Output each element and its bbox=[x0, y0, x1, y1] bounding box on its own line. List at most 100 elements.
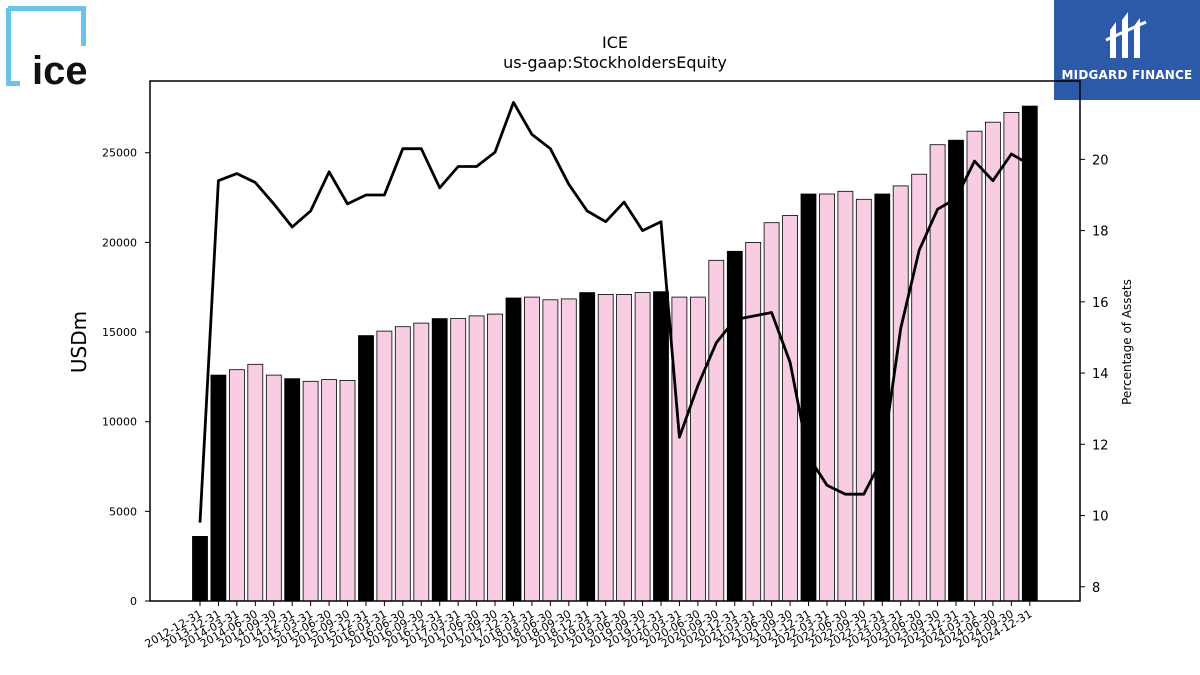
x-tick-label: 2015-12-31 bbox=[309, 607, 371, 650]
bar bbox=[542, 299, 559, 602]
bar bbox=[579, 292, 596, 602]
bar bbox=[855, 198, 872, 602]
x-tick-label: 2014-03-31 bbox=[180, 607, 242, 650]
bar bbox=[985, 121, 1001, 602]
x-tick-label: 2024-12-31 bbox=[972, 607, 1034, 650]
x-tick-label: 2018-12-31 bbox=[530, 607, 592, 650]
bar bbox=[487, 313, 503, 602]
bar bbox=[339, 379, 356, 602]
midgard-logo-text: MIDGARD FINANCE bbox=[1061, 68, 1193, 82]
x-tick-label: 2020-12-31 bbox=[677, 607, 739, 650]
x-tick-label: 2021-09-30 bbox=[733, 607, 795, 650]
y-tick-label: 0 bbox=[130, 595, 137, 608]
x-tick-label: 2024-03-31 bbox=[917, 607, 979, 650]
bar bbox=[690, 296, 706, 602]
y2-tick-label: 18 bbox=[1092, 225, 1109, 240]
x-tick-label: 2022-09-30 bbox=[806, 607, 868, 650]
x-tick-label: 2012-12-31 bbox=[143, 607, 205, 650]
x-tick-label: 2022-12-31 bbox=[825, 607, 887, 650]
bar bbox=[911, 173, 928, 602]
x-tick-label: 2016-12-31 bbox=[382, 607, 444, 650]
y-tick-label: 20000 bbox=[102, 236, 137, 249]
bar bbox=[929, 144, 946, 602]
x-tick-label: 2020-03-31 bbox=[622, 607, 684, 650]
bar bbox=[671, 296, 688, 602]
x-tick-label: 2018-06-30 bbox=[493, 607, 555, 650]
y2-tick-label: 14 bbox=[1092, 367, 1109, 382]
axes: 0500010000150002000025000810121416182020… bbox=[102, 147, 1109, 651]
x-tick-label: 2023-03-31 bbox=[843, 607, 905, 650]
y-tick-label: 25000 bbox=[102, 147, 137, 160]
y2-tick-label: 16 bbox=[1092, 296, 1109, 311]
bar bbox=[745, 241, 762, 602]
bar bbox=[284, 378, 301, 602]
line-series bbox=[198, 101, 1031, 523]
y2-tick-label: 12 bbox=[1092, 438, 1109, 453]
bar bbox=[468, 315, 485, 602]
x-tick-label: 2023-06-30 bbox=[862, 607, 924, 650]
y2-tick-label: 8 bbox=[1092, 581, 1100, 596]
midgard-logo-mark bbox=[1105, 12, 1147, 58]
x-tick-label: 2019-09-30 bbox=[585, 607, 647, 650]
x-tick-label: 2015-06-30 bbox=[272, 607, 334, 650]
chart-title: ICE bbox=[602, 33, 628, 52]
bar bbox=[1003, 112, 1020, 602]
bar bbox=[247, 363, 264, 602]
x-tick-label: 2015-09-30 bbox=[290, 607, 352, 650]
x-tick-label: 2023-12-31 bbox=[899, 607, 961, 650]
bar bbox=[966, 130, 983, 602]
bar bbox=[265, 374, 282, 602]
bar bbox=[228, 369, 245, 602]
bar bbox=[394, 326, 411, 602]
bar bbox=[800, 193, 817, 602]
x-tick-label: 2023-09-30 bbox=[880, 607, 942, 650]
x-tick-label: 2019-06-30 bbox=[567, 607, 629, 650]
x-tick-label: 2013-12-31 bbox=[161, 607, 223, 650]
x-tick-label: 2021-12-31 bbox=[751, 607, 813, 650]
bar bbox=[302, 380, 319, 602]
y-tick-label: 15000 bbox=[102, 326, 137, 339]
bar bbox=[450, 318, 467, 602]
x-tick-label: 2020-06-30 bbox=[641, 607, 703, 650]
bar bbox=[763, 222, 780, 602]
ice-logo-text: ice bbox=[32, 49, 86, 86]
bar bbox=[708, 259, 725, 602]
x-tick-label: 2024-09-30 bbox=[954, 607, 1016, 650]
bar bbox=[192, 536, 208, 602]
x-tick-label: 2014-06-30 bbox=[198, 607, 260, 650]
bar bbox=[634, 292, 651, 602]
x-tick-label: 2021-03-31 bbox=[696, 607, 758, 650]
plot-frame bbox=[149, 80, 1081, 602]
bar bbox=[892, 185, 909, 602]
x-tick-label: 2017-03-31 bbox=[401, 607, 463, 650]
bar bbox=[560, 298, 577, 602]
bar bbox=[874, 193, 891, 602]
bar-series bbox=[192, 105, 1038, 602]
bar bbox=[653, 291, 669, 602]
y-tick-label: 5000 bbox=[109, 505, 137, 518]
x-tick-label: 2020-09-30 bbox=[659, 607, 721, 650]
x-tick-label: 2018-03-31 bbox=[475, 607, 537, 650]
x-tick-label: 2021-06-30 bbox=[714, 607, 776, 650]
x-tick-label: 2017-09-30 bbox=[438, 607, 500, 650]
bar bbox=[1021, 105, 1038, 602]
bar bbox=[210, 374, 227, 602]
y-tick-label: 10000 bbox=[102, 416, 137, 429]
bar bbox=[358, 335, 374, 602]
y2-tick-label: 20 bbox=[1092, 153, 1109, 168]
bar bbox=[321, 379, 338, 602]
bar bbox=[837, 190, 854, 602]
x-tick-label: 2017-06-30 bbox=[419, 607, 481, 650]
bar bbox=[505, 297, 522, 602]
bar bbox=[413, 322, 430, 602]
x-tick-label: 2024-06-30 bbox=[936, 607, 998, 650]
y2-axis-label: Percentage of Assets bbox=[1120, 279, 1134, 405]
x-tick-label: 2022-06-30 bbox=[788, 607, 850, 650]
percentage-line bbox=[198, 101, 1031, 523]
x-tick-label: 2019-03-31 bbox=[548, 607, 610, 650]
bar bbox=[782, 215, 798, 602]
ice-logo-mark: ice bbox=[5, 5, 88, 93]
y2-tick-label: 10 bbox=[1092, 510, 1109, 525]
